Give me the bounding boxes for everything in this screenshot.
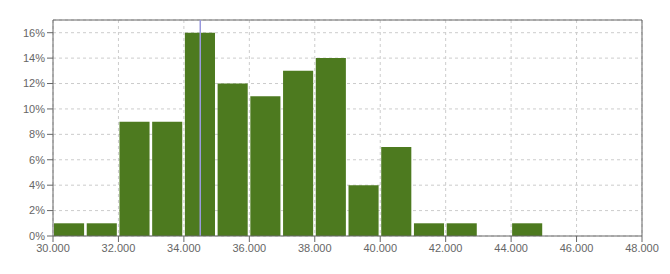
svg-text:42.000: 42.000 [429,242,463,254]
svg-text:48.000: 48.000 [625,242,659,254]
svg-text:30.000: 30.000 [36,242,70,254]
svg-text:38.000: 38.000 [298,242,332,254]
svg-text:44.000: 44.000 [494,242,528,254]
svg-text:32.000: 32.000 [102,242,136,254]
svg-text:34.000: 34.000 [167,242,201,254]
svg-text:2%: 2% [29,204,45,216]
svg-text:6%: 6% [29,154,45,166]
svg-text:12%: 12% [23,77,45,89]
svg-text:40.000: 40.000 [363,242,397,254]
svg-text:14%: 14% [23,52,45,64]
svg-text:4%: 4% [29,179,45,191]
svg-text:16%: 16% [23,27,45,39]
svg-text:46.000: 46.000 [560,242,594,254]
svg-text:10%: 10% [23,103,45,115]
svg-text:8%: 8% [29,128,45,140]
svg-text:0%: 0% [29,230,45,242]
svg-text:36.000: 36.000 [233,242,267,254]
